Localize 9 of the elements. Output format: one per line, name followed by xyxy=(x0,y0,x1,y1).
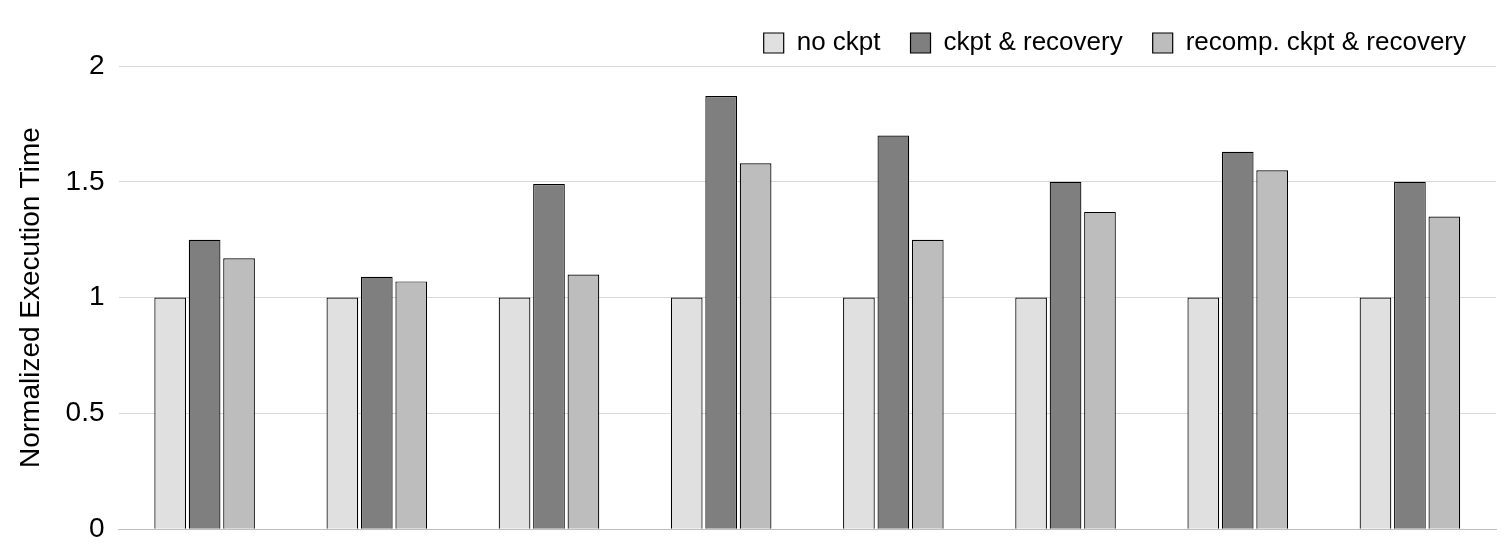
y-tick-label: 2 xyxy=(88,48,105,80)
y-tick-label: 1 xyxy=(88,280,105,312)
y-axis-title: Normalized Execution Time xyxy=(13,127,45,469)
legend-label: no ckpt xyxy=(796,26,882,57)
legend-label: ckpt & recovery xyxy=(943,26,1123,57)
y-tick-label: 0.5 xyxy=(65,396,105,428)
y-tick-label: 0 xyxy=(88,511,105,543)
legend-label: recomp. ckpt & recovery xyxy=(1185,26,1466,57)
y-tick-label: 1.5 xyxy=(65,164,105,196)
